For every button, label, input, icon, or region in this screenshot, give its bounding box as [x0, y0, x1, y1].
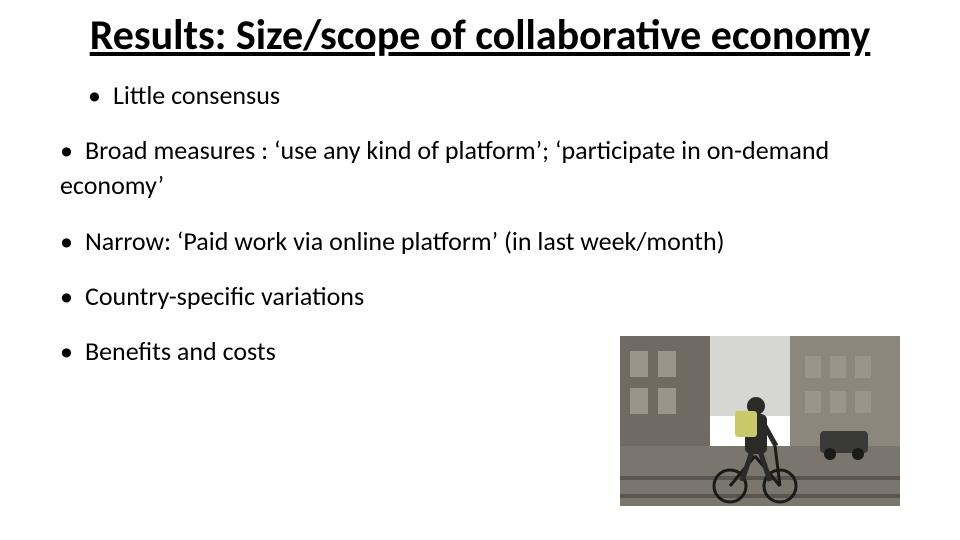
photo-window: [630, 388, 648, 414]
bullet-item: Country-specific variations: [60, 279, 900, 314]
photo-window: [830, 356, 846, 378]
bullet-text: Country-specific variations: [60, 280, 364, 312]
photo-window: [805, 356, 821, 378]
photo-track: [620, 476, 900, 480]
photo-window: [805, 391, 821, 413]
bullet-item: Little consensus: [60, 78, 900, 113]
bullet-item: Narrow: ‘Paid work via online platform’ …: [60, 224, 900, 259]
slide: Results: Size/scope of collaborative eco…: [0, 0, 960, 540]
photo-car-wheel: [852, 448, 864, 460]
bullet-item: Broad measures : ‘use any kind of platfo…: [60, 133, 900, 203]
slide-body: Little consensus Broad measures : ‘use a…: [60, 78, 900, 369]
photo-window: [658, 388, 676, 414]
photo-track: [620, 494, 900, 498]
photo-cyclist-bag: [735, 411, 757, 437]
cyclist-photo: [620, 336, 900, 506]
photo-svg: [620, 336, 900, 506]
photo-car-wheel: [824, 448, 836, 460]
bullet-text: Benefits and costs: [60, 335, 276, 367]
slide-title: Results: Size/scope of collaborative eco…: [60, 12, 900, 60]
photo-window: [658, 351, 676, 377]
bullet-text: Little consensus: [88, 79, 280, 111]
photo-window: [630, 351, 648, 377]
photo-window: [855, 356, 871, 378]
bullet-text: Broad measures : ‘use any kind of platfo…: [60, 134, 829, 201]
bullet-text: Narrow: ‘Paid work via online platform’ …: [60, 225, 725, 257]
photo-window: [830, 391, 846, 413]
photo-window: [855, 391, 871, 413]
